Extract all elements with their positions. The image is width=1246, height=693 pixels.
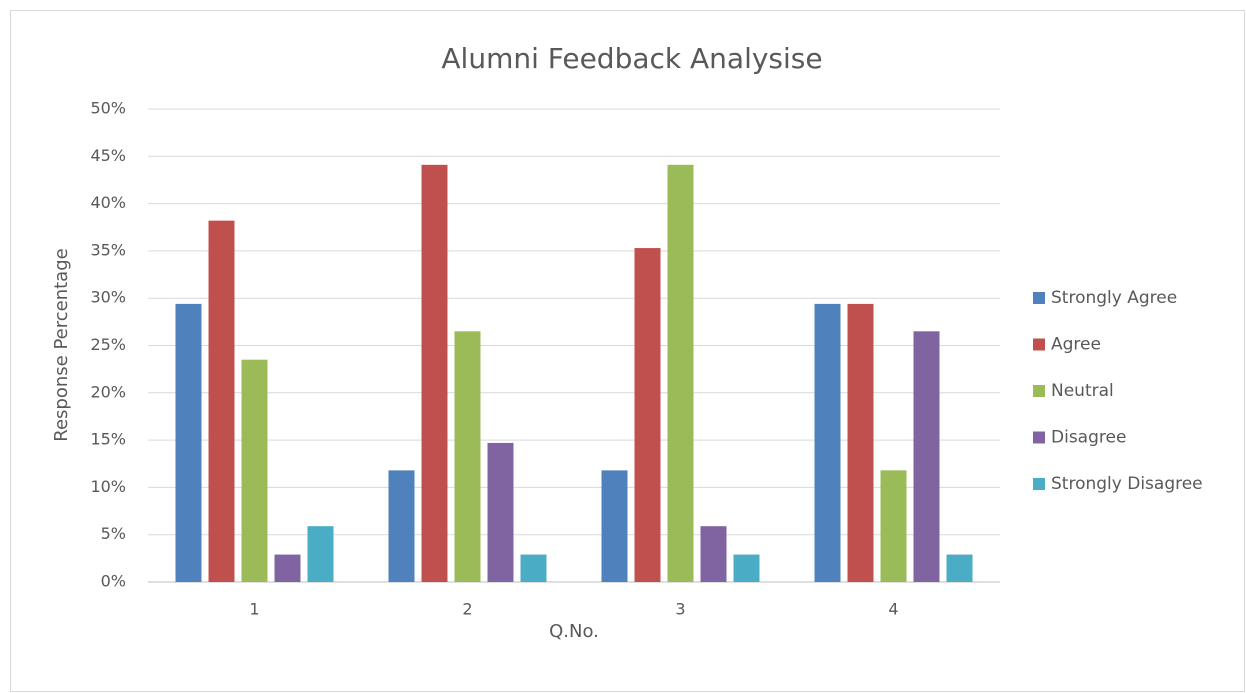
x-tick-label: 4 — [888, 600, 898, 619]
x-axis-label: Q.No. — [549, 621, 599, 642]
y-tick-label: 0% — [101, 572, 126, 591]
x-tick-label: 2 — [462, 600, 472, 619]
bar — [175, 303, 202, 582]
bar — [487, 442, 514, 582]
legend-swatch — [1033, 292, 1045, 304]
bar — [946, 554, 973, 582]
legend-label: Strongly Disagree — [1051, 474, 1203, 494]
y-tick-label: 5% — [101, 524, 126, 543]
legend-label: Strongly Agree — [1051, 288, 1177, 308]
legend-label: Agree — [1051, 335, 1101, 355]
bar — [913, 331, 940, 582]
y-tick-label: 40% — [90, 193, 126, 212]
y-axis-label: Response Percentage — [51, 248, 72, 441]
bar — [274, 554, 301, 582]
bar — [454, 331, 481, 582]
chart-title: Alumni Feedback Analysise — [441, 42, 822, 75]
y-tick-label: 30% — [90, 288, 126, 307]
legend-swatch — [1033, 338, 1045, 351]
bar — [388, 470, 415, 582]
bar — [307, 526, 334, 582]
bar — [847, 303, 874, 582]
y-tick-label: 25% — [90, 335, 126, 354]
legend-swatch — [1033, 385, 1045, 397]
bar — [880, 470, 907, 582]
y-tick-label: 45% — [90, 146, 126, 165]
bar — [421, 164, 448, 582]
bar — [733, 554, 760, 582]
bar — [520, 554, 547, 582]
bar — [601, 470, 628, 582]
legend-label: Disagree — [1051, 428, 1126, 448]
legend-swatch — [1033, 431, 1045, 444]
y-tick-label: 15% — [90, 430, 126, 449]
bar — [667, 164, 694, 582]
legend-swatch — [1033, 478, 1045, 490]
x-tick-label: 1 — [249, 600, 259, 619]
bar — [241, 359, 268, 582]
bar — [634, 248, 661, 582]
y-tick-label: 50% — [90, 99, 126, 118]
legend-label: Neutral — [1051, 381, 1114, 401]
x-tick-label: 3 — [675, 600, 685, 619]
y-tick-label: 35% — [90, 240, 126, 259]
bar — [814, 303, 841, 582]
bar — [700, 526, 727, 582]
y-tick-label: 20% — [90, 382, 126, 401]
bar — [208, 220, 235, 583]
y-tick-label: 10% — [90, 477, 126, 496]
